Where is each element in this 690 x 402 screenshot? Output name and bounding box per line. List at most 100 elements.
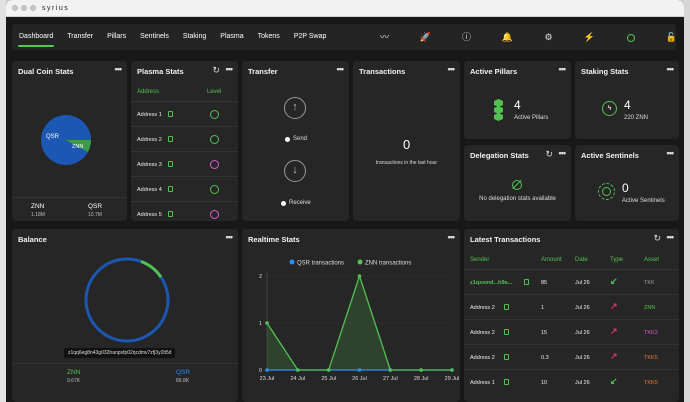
tx-sender[interactable]: Address 2: [470, 330, 495, 336]
divider: [464, 294, 679, 295]
tx-asset: TKK: [644, 280, 655, 286]
znn-ring: [84, 257, 170, 343]
card-title: Transactions: [359, 67, 406, 76]
tx-sender[interactable]: Address 2: [470, 305, 495, 311]
copy-icon[interactable]: [168, 111, 173, 117]
more-options-button[interactable]: •••: [666, 232, 675, 242]
balance-card: Balance ••• z1qq6eg8n43g032hanpsfp02qcdm…: [12, 229, 238, 402]
column-header-type: Type: [610, 257, 624, 263]
copy-icon[interactable]: [504, 329, 509, 335]
tab-p2p-swap[interactable]: P2P Swap: [293, 33, 327, 40]
send-radio[interactable]: [285, 137, 290, 142]
copy-icon[interactable]: [168, 211, 173, 217]
bell-icon[interactable]: 🔔: [501, 32, 514, 42]
tx-amount: 0.3: [541, 355, 549, 361]
tx-asset: ZNN: [644, 305, 656, 311]
card-title: Transfer: [248, 67, 278, 76]
qsr-label: QSR: [88, 203, 103, 210]
balance-address[interactable]: z1qq6eg8n43g032hanpsfp02qcdmv7zfj3y2lt5d: [64, 348, 176, 358]
receive-radio[interactable]: [281, 201, 286, 206]
tab-sentinels[interactable]: Sentinels: [140, 33, 169, 40]
balance-znn-label: ZNN: [67, 369, 81, 376]
receive-arrow-down-icon[interactable]: ↓: [284, 160, 306, 182]
copy-icon[interactable]: [168, 161, 173, 167]
copy-icon[interactable]: [168, 186, 173, 192]
tx-sender[interactable]: z1qxemd...h9a...: [470, 280, 513, 286]
background-left: [0, 0, 6, 402]
send-label[interactable]: Send: [293, 136, 308, 142]
receive-arrow-icon: ↙: [610, 276, 618, 286]
x-tick-label: 27 Jul: [383, 376, 398, 382]
send-arrow-icon: ↗: [610, 326, 618, 336]
card-title: Balance: [18, 235, 47, 244]
copy-icon[interactable]: [504, 354, 509, 360]
plasma-level-icon: [210, 135, 219, 144]
staking-stats-card: Staking Stats ••• ϟ 4 220 ZNN: [575, 61, 679, 139]
more-options-button[interactable]: •••: [336, 64, 345, 74]
staking-bolt-icon: ϟ: [602, 101, 617, 116]
swap-wave-icon[interactable]: 〰: [379, 32, 389, 42]
balance-znn-value: 9.67K: [67, 378, 81, 384]
close-window-button[interactable]: [12, 5, 18, 11]
znn-label: ZNN: [31, 203, 45, 210]
plasma-level-icon: [210, 210, 219, 219]
receive-label[interactable]: Receive: [289, 200, 311, 206]
active-sentinels-card: Active Sentinels ••• 0 Active Sentinels: [575, 145, 679, 221]
latest-transactions-card: Latest Transactions ↻ ••• Sender Amount …: [464, 229, 679, 402]
plasma-level-icon: [210, 110, 219, 119]
column-header-address: Address: [137, 89, 160, 95]
data-point: [450, 368, 454, 372]
more-options-button[interactable]: •••: [225, 232, 234, 242]
bolt-icon[interactable]: ⚡: [583, 32, 596, 42]
more-options-button[interactable]: •••: [447, 64, 456, 74]
more-options-button[interactable]: •••: [558, 64, 567, 74]
tx-date: Jul 26: [575, 280, 590, 286]
sentinel-icon: [598, 183, 615, 200]
send-arrow-up-icon[interactable]: ↑: [284, 97, 306, 119]
transfer-card: Transfer ••• ↑ Send ↓ Receive: [242, 61, 349, 221]
tab-tokens[interactable]: Tokens: [257, 33, 280, 40]
status-circle-icon[interactable]: [610, 24, 651, 50]
znn-value: 1.18M: [31, 212, 45, 218]
tab-plasma[interactable]: Plasma: [220, 33, 244, 40]
pie-label-znn: ZNN: [72, 144, 83, 150]
tx-sender[interactable]: Address 1: [470, 380, 495, 386]
tab-dashboard[interactable]: Dashboard: [12, 24, 60, 50]
copy-icon[interactable]: [524, 279, 529, 285]
refresh-icon[interactable]: ↻: [545, 149, 553, 159]
more-options-button[interactable]: •••: [558, 148, 567, 158]
tx-sender[interactable]: Address 2: [470, 355, 495, 361]
data-point: [419, 368, 423, 372]
copy-icon[interactable]: [504, 379, 509, 385]
lock-icon[interactable]: 🔓: [665, 32, 678, 42]
delegation-caption: No delegation stats available: [479, 196, 556, 202]
column-header-date: Date: [575, 257, 588, 263]
column-header-amount: Amount: [541, 257, 562, 263]
refresh-icon[interactable]: ↻: [653, 233, 661, 243]
refresh-icon[interactable]: ↻: [212, 65, 220, 75]
realtime-line-chart: QSR transactions ZNN transactions 0 1 2 23 Ju…: [259, 259, 459, 382]
tab-staking[interactable]: Staking: [182, 33, 207, 40]
maximize-window-button[interactable]: [30, 5, 36, 11]
x-tick-label: 28 Jul: [414, 376, 429, 382]
card-title: Delegation Stats: [470, 151, 529, 160]
tab-pillars[interactable]: Pillars: [107, 33, 127, 40]
info-icon[interactable]: ⓘ: [461, 32, 471, 42]
more-options-button[interactable]: •••: [666, 148, 675, 158]
tab-transfer[interactable]: Transfer: [67, 33, 94, 40]
minimize-window-button[interactable]: [21, 5, 27, 11]
more-options-button[interactable]: •••: [447, 232, 456, 242]
more-options-button[interactable]: •••: [225, 64, 234, 74]
copy-icon[interactable]: [504, 304, 509, 310]
dual-coin-pie-chart: QSR ZNN: [41, 115, 91, 165]
more-options-button[interactable]: •••: [666, 64, 675, 74]
receive-arrow-icon: ↙: [610, 376, 618, 386]
copy-icon[interactable]: [168, 136, 173, 142]
gear-icon[interactable]: ⚙: [544, 32, 553, 42]
more-options-button[interactable]: •••: [114, 64, 123, 74]
plasma-address: Address 3: [137, 162, 162, 168]
qsr-ring: [84, 257, 170, 343]
rocket-icon[interactable]: 🚀: [419, 32, 432, 42]
sentinels-caption: Active Sentinels: [622, 198, 665, 204]
y-tick-label: 0: [259, 368, 262, 374]
